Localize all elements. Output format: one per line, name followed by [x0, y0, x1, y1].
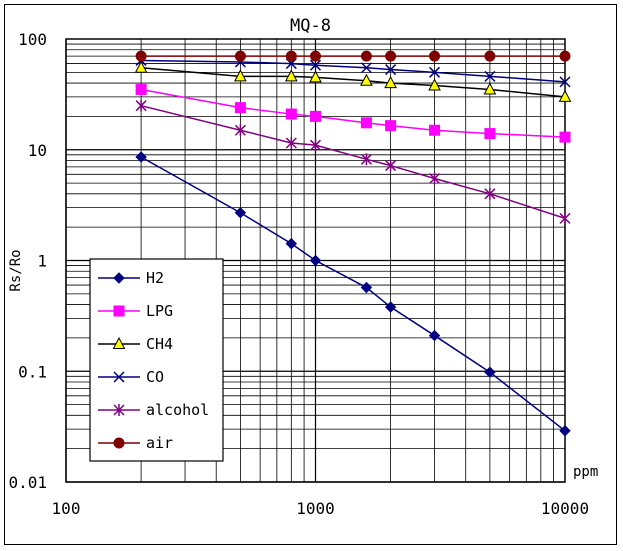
data-point-h2 [311, 256, 321, 266]
chart: MQ-8 ppm Rs/Ro 100 10 1 0.1 0.01 100 1000 10000… [0, 0, 623, 551]
data-point-lpg [235, 103, 245, 113]
data-point-air [361, 51, 371, 61]
data-point-air [485, 51, 495, 61]
data-point-air [386, 51, 396, 61]
y-axis-label: Rs/Ro [8, 249, 24, 291]
data-point-h2 [430, 331, 440, 341]
data-point-air [286, 51, 296, 61]
x-axis-label: ppm [573, 464, 598, 480]
legend-box [90, 259, 223, 461]
legend-marker [114, 306, 124, 316]
data-point-air [235, 51, 245, 61]
data-point-lpg [286, 109, 296, 119]
data-point-alcohol [136, 100, 146, 112]
data-point-lpg [361, 118, 371, 128]
data-point-lpg [485, 129, 495, 139]
series-co [136, 55, 570, 86]
y-tick-label: 0.1 [18, 362, 47, 381]
legend-marker [114, 438, 124, 448]
legend-label: alcohol [146, 401, 209, 419]
y-tick-label: 100 [18, 30, 47, 49]
data-point-lpg [311, 111, 321, 121]
data-point-lpg [136, 84, 146, 94]
x-tick-label: 1000 [296, 499, 335, 518]
data-point-alcohol [430, 173, 440, 185]
y-tick-label: 10 [28, 141, 47, 160]
data-point-air [430, 51, 440, 61]
legend-label: LPG [146, 302, 173, 320]
legend-label: CO [146, 368, 164, 386]
data-point-lpg [430, 125, 440, 135]
data-point-alcohol [361, 153, 371, 165]
x-tick-label: 10000 [541, 499, 589, 518]
series-lpg [136, 84, 570, 142]
data-point-air [560, 51, 570, 61]
y-tick-label: 0.01 [8, 473, 47, 492]
y-tick-label: 1 [37, 252, 47, 271]
legend: H2 LPG CH4 CO alcohol air [90, 259, 223, 461]
data-point-lpg [386, 121, 396, 131]
legend-label: CH4 [146, 335, 173, 353]
legend-label: H2 [146, 269, 164, 287]
data-point-lpg [560, 132, 570, 142]
x-tick-label: 100 [52, 499, 81, 518]
data-point-h2 [286, 239, 296, 249]
series-air [136, 51, 570, 61]
legend-label: air [146, 434, 173, 452]
series-alcohol [136, 100, 570, 225]
data-point-h2 [235, 208, 245, 218]
series-line-alcohol [141, 106, 565, 219]
data-point-air [136, 51, 146, 61]
chart-title: MQ-8 [290, 16, 331, 36]
data-point-alcohol [560, 212, 570, 224]
data-point-alcohol [235, 124, 245, 136]
data-point-alcohol [386, 160, 396, 172]
data-point-air [311, 51, 321, 61]
